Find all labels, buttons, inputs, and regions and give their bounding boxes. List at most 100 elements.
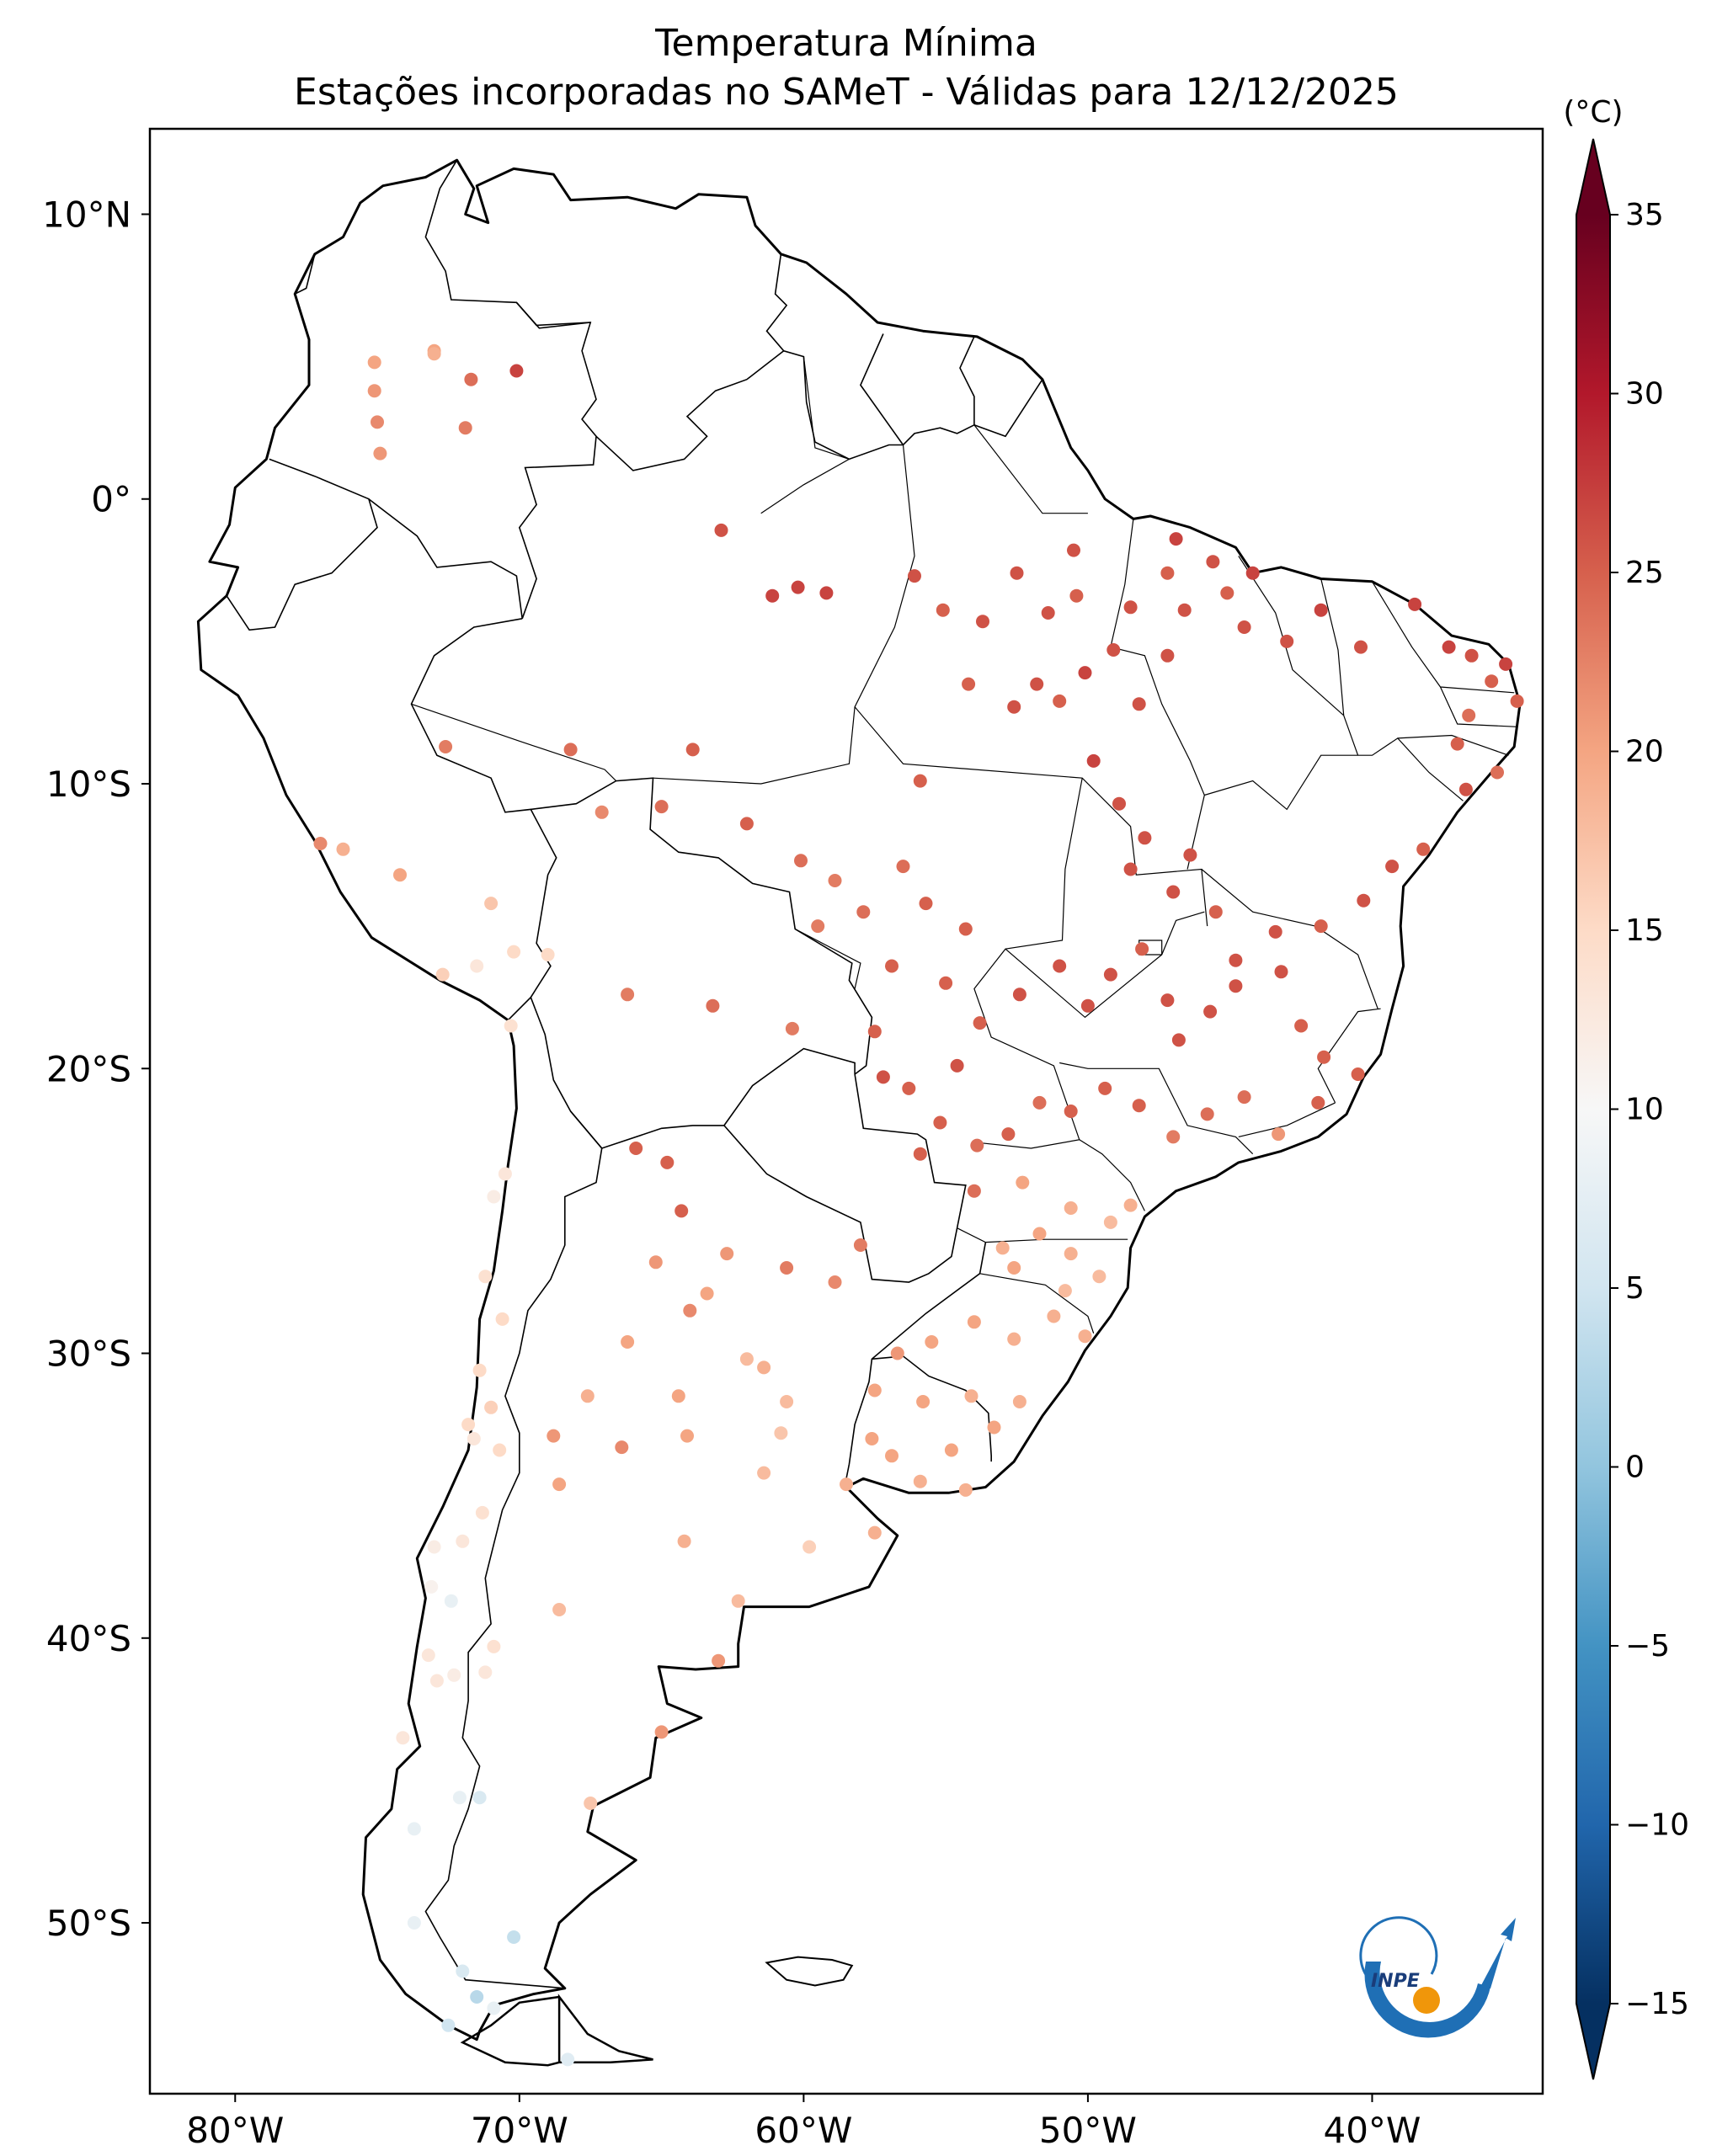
station-marker[interactable] [552, 1477, 567, 1492]
station-marker[interactable] [336, 842, 350, 856]
station-marker[interactable] [654, 800, 669, 814]
station-marker[interactable] [1510, 694, 1524, 708]
station-marker[interactable] [547, 1429, 561, 1443]
station-marker[interactable] [962, 677, 976, 691]
station-marker[interactable] [424, 1579, 439, 1594]
station-marker[interactable] [470, 959, 484, 973]
station-marker[interactable] [671, 1389, 685, 1403]
station-marker[interactable] [472, 1363, 487, 1377]
station-marker[interactable] [780, 1261, 794, 1275]
station-marker[interactable] [925, 1335, 939, 1349]
station-marker[interactable] [1086, 753, 1101, 768]
station-marker[interactable] [967, 1315, 981, 1329]
station-marker[interactable] [1237, 1090, 1251, 1105]
station-marker[interactable] [1016, 1175, 1030, 1190]
station-marker[interactable] [1112, 796, 1126, 811]
station-marker[interactable] [1160, 993, 1175, 1008]
station-marker[interactable] [913, 1147, 927, 1161]
station-marker[interactable] [470, 1990, 484, 2004]
station-marker[interactable] [367, 384, 381, 398]
station-marker[interactable] [475, 1505, 489, 1520]
station-marker[interactable] [944, 1443, 958, 1457]
station-marker[interactable] [498, 1167, 512, 1181]
station-marker[interactable] [660, 1155, 675, 1169]
station-marker[interactable] [507, 945, 521, 959]
station-marker[interactable] [1268, 924, 1282, 939]
station-marker[interactable] [913, 1474, 927, 1488]
station-marker[interactable] [456, 1534, 470, 1548]
station-marker[interactable] [757, 1466, 771, 1480]
station-marker[interactable] [976, 615, 989, 629]
station-marker[interactable] [407, 1822, 421, 1836]
station-marker[interactable] [552, 1603, 567, 1616]
station-marker[interactable] [1169, 532, 1183, 546]
station-marker[interactable] [1138, 831, 1152, 845]
station-marker[interactable] [1317, 1050, 1331, 1064]
station-marker[interactable] [407, 1916, 421, 1930]
station-marker[interactable] [677, 1534, 691, 1548]
station-marker[interactable] [484, 897, 499, 911]
station-marker[interactable] [1272, 1127, 1286, 1142]
station-marker[interactable] [1274, 965, 1288, 979]
station-marker[interactable] [794, 854, 808, 868]
station-marker[interactable] [621, 1335, 635, 1349]
station-marker[interactable] [1314, 919, 1328, 934]
station-marker[interactable] [916, 1395, 930, 1408]
station-marker[interactable] [439, 740, 453, 753]
station-marker[interactable] [995, 1241, 1010, 1255]
station-marker[interactable] [1030, 677, 1044, 691]
station-marker[interactable] [458, 421, 472, 435]
station-marker[interactable] [1080, 998, 1095, 1013]
station-marker[interactable] [584, 1797, 598, 1810]
station-marker[interactable] [396, 1731, 410, 1745]
station-marker[interactable] [1123, 600, 1138, 615]
station-marker[interactable] [1069, 588, 1084, 603]
station-marker[interactable] [1208, 905, 1223, 919]
station-marker[interactable] [739, 817, 754, 831]
station-marker[interactable] [685, 743, 700, 757]
station-marker[interactable] [1064, 1105, 1078, 1118]
station-marker[interactable] [885, 1449, 898, 1463]
station-marker[interactable] [1160, 648, 1175, 663]
station-marker[interactable] [1032, 1227, 1047, 1241]
station-marker[interactable] [731, 1594, 745, 1608]
station-marker[interactable] [441, 2018, 456, 2032]
station-marker[interactable] [890, 1346, 904, 1360]
station-marker[interactable] [1012, 1395, 1026, 1408]
station-marker[interactable] [484, 1400, 499, 1414]
station-marker[interactable] [648, 1255, 663, 1270]
station-marker[interactable] [720, 1247, 734, 1261]
station-marker[interactable] [1351, 1067, 1365, 1081]
station-marker[interactable] [1064, 1247, 1078, 1261]
station-marker[interactable] [1078, 666, 1092, 680]
station-marker[interactable] [447, 1668, 461, 1682]
station-marker[interactable] [967, 1184, 981, 1198]
station-marker[interactable] [563, 743, 578, 757]
station-marker[interactable] [1220, 586, 1234, 600]
station-marker[interactable] [803, 1540, 817, 1554]
station-marker[interactable] [580, 1389, 595, 1403]
map-area[interactable] [196, 158, 1524, 2067]
station-marker[interactable] [1280, 634, 1294, 648]
station-marker[interactable] [429, 1674, 444, 1688]
station-marker[interactable] [595, 805, 609, 819]
station-marker[interactable] [561, 2052, 575, 2067]
station-marker[interactable] [765, 588, 780, 603]
station-marker[interactable] [1458, 782, 1473, 796]
station-marker[interactable] [1462, 708, 1476, 722]
station-marker[interactable] [1237, 620, 1251, 634]
station-marker[interactable] [393, 868, 407, 882]
station-marker[interactable] [706, 998, 720, 1013]
station-marker[interactable] [1010, 566, 1024, 580]
station-marker[interactable] [714, 523, 728, 537]
station-marker[interactable] [811, 919, 825, 934]
station-marker[interactable] [435, 967, 450, 982]
station-marker[interactable] [950, 1058, 964, 1073]
station-marker[interactable] [1408, 597, 1422, 611]
station-marker[interactable] [1294, 1019, 1309, 1033]
station-marker[interactable] [680, 1429, 694, 1443]
station-marker[interactable] [615, 1440, 629, 1455]
station-marker[interactable] [1160, 566, 1175, 580]
station-marker[interactable] [472, 1791, 487, 1805]
station-marker[interactable] [1007, 700, 1021, 714]
